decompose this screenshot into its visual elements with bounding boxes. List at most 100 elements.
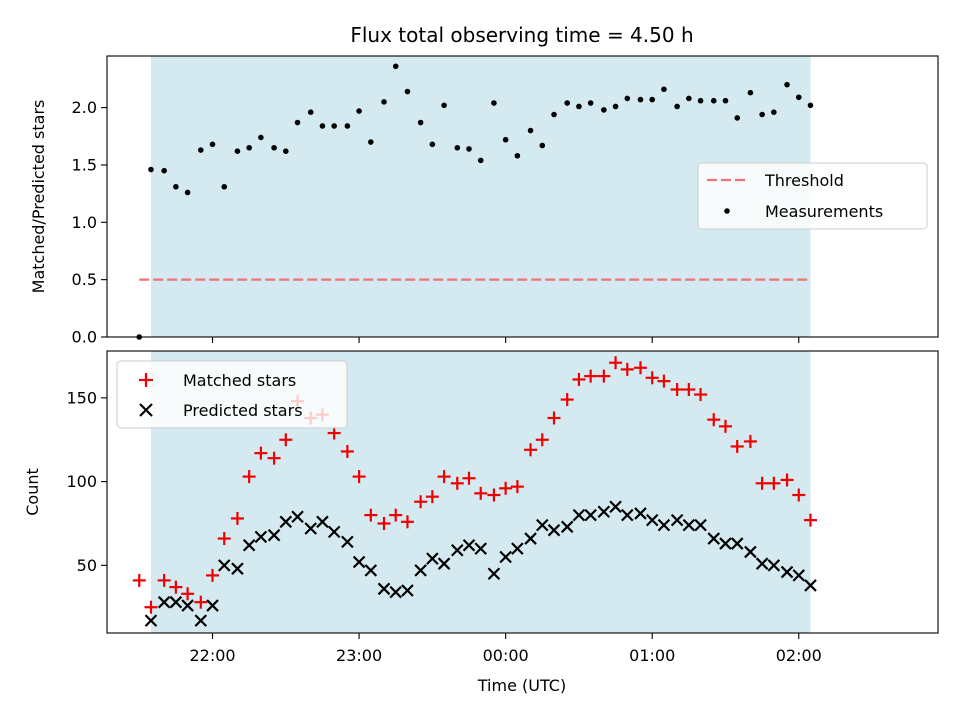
predicted-star-point bbox=[144, 614, 158, 627]
predicted-star-point bbox=[609, 500, 622, 514]
predicted-star-point bbox=[327, 525, 341, 539]
measurement-point bbox=[807, 102, 814, 109]
predicted-star-point bbox=[217, 559, 231, 572]
predicted-star-point bbox=[426, 552, 439, 565]
x-tick-label: 01:00 bbox=[629, 646, 675, 665]
bottom-y-axis-label: Count bbox=[23, 468, 42, 516]
predicted-star-point bbox=[621, 508, 634, 522]
predicted-star-point bbox=[462, 538, 476, 552]
matched-star-point bbox=[254, 446, 268, 460]
measurement-point bbox=[686, 95, 692, 102]
measurement-point bbox=[771, 109, 777, 115]
predicted-star-point bbox=[242, 538, 256, 552]
bottom-legend-frame bbox=[116, 360, 348, 429]
matched-star-point bbox=[230, 511, 244, 525]
measurement-point bbox=[587, 100, 594, 106]
y-tick-label: 0.5 bbox=[72, 270, 97, 289]
x-axis-label: Time (UTC) bbox=[477, 676, 566, 695]
matched-star-point bbox=[499, 481, 513, 495]
bottom-y-ticks: 50 100 150 bbox=[66, 388, 107, 575]
predicted-star-point bbox=[730, 537, 744, 550]
measurement-point bbox=[527, 127, 534, 134]
bottom-legend: Matched stars Predicted stars bbox=[116, 360, 348, 429]
matched-star-point bbox=[132, 573, 146, 587]
threshold-legend-label: Threshold bbox=[764, 171, 844, 190]
measurement-point bbox=[466, 146, 472, 152]
predicted-star-point bbox=[279, 515, 293, 529]
matched-star-point bbox=[597, 369, 611, 383]
measurement-point bbox=[576, 103, 582, 110]
y-tick-label: 100 bbox=[66, 472, 97, 491]
matched-star-point bbox=[364, 508, 378, 522]
predicted-star-point bbox=[645, 513, 659, 527]
predicted-star-point bbox=[499, 550, 512, 564]
matched-star-point bbox=[279, 433, 293, 447]
x-tick-label: 22:00 bbox=[189, 646, 235, 665]
measurement-point bbox=[612, 103, 619, 110]
matched-star-point bbox=[755, 476, 769, 490]
top-y-axis-label: Matched/Predicted stars bbox=[29, 100, 48, 294]
predicted-star-point bbox=[755, 557, 769, 570]
predicted-star-point bbox=[547, 523, 561, 537]
predicted-star-point bbox=[670, 513, 684, 527]
matched-legend-swatch bbox=[139, 373, 153, 387]
predicted-star-point bbox=[694, 518, 707, 532]
predicted-star-point bbox=[657, 518, 671, 532]
measurement-point bbox=[283, 148, 289, 154]
predicted-star-point bbox=[364, 564, 378, 577]
predicted-star-point bbox=[341, 535, 354, 549]
matched-star-point bbox=[730, 439, 744, 453]
measurement-point bbox=[258, 134, 264, 141]
predicted-star-point bbox=[767, 559, 781, 572]
matched-star-point bbox=[425, 490, 439, 504]
bottom-plot-frame bbox=[106, 350, 939, 634]
matched-star-point bbox=[620, 362, 634, 376]
y-tick-label: 150 bbox=[66, 388, 97, 407]
measurement-point bbox=[161, 167, 167, 174]
y-tick-label: 1.5 bbox=[72, 155, 97, 174]
bottom-panel: 50 100 150 22:00 23:00 00:00 01:00 02:00 Count… bbox=[23, 350, 939, 695]
predicted-star-point bbox=[206, 599, 219, 612]
predicted-star-point bbox=[304, 522, 317, 535]
matched-star-point bbox=[682, 383, 696, 397]
matched-star-point bbox=[242, 470, 256, 484]
measurement-point bbox=[734, 115, 741, 121]
x-tick-label: 02:00 bbox=[776, 646, 822, 665]
measurement-point bbox=[477, 157, 484, 164]
measurements-legend-swatch bbox=[724, 208, 730, 214]
measurement-point bbox=[246, 144, 252, 151]
y-tick-label: 2.0 bbox=[72, 98, 97, 117]
predicted-star-point bbox=[437, 557, 451, 570]
matched-star-point bbox=[694, 388, 708, 402]
measurement-point bbox=[319, 123, 326, 129]
matched-star-point bbox=[792, 488, 806, 502]
predicted-star-point bbox=[291, 510, 304, 524]
matched-star-point bbox=[487, 488, 501, 502]
predicted-star-point bbox=[377, 582, 391, 596]
predicted-star-point bbox=[389, 585, 403, 599]
predicted-star-point bbox=[231, 562, 244, 575]
matched-star-point bbox=[181, 587, 195, 601]
matched-star-point bbox=[633, 361, 647, 375]
measurement-point bbox=[404, 88, 411, 95]
top-x-ticks bbox=[211, 337, 800, 343]
matched-star-point bbox=[645, 371, 659, 385]
x-tick-label: 23:00 bbox=[336, 646, 382, 665]
count-points bbox=[132, 356, 817, 627]
measurements-legend-label: Measurements bbox=[765, 202, 883, 221]
matched-star-point bbox=[414, 495, 428, 509]
predicted-star-point bbox=[524, 532, 537, 545]
predicted-star-point bbox=[634, 507, 647, 520]
top-legend-frame bbox=[697, 162, 928, 230]
matched-star-point bbox=[560, 393, 574, 407]
measurement-point bbox=[491, 100, 497, 106]
predicted-star-point bbox=[157, 595, 171, 609]
matched-star-point bbox=[535, 433, 549, 447]
measurement-point bbox=[417, 119, 424, 126]
measurement-point bbox=[173, 183, 179, 190]
matched-star-point bbox=[707, 413, 721, 427]
matched-star-point bbox=[194, 595, 208, 609]
matched-star-point bbox=[340, 444, 354, 458]
predicted-star-point bbox=[169, 595, 183, 609]
matched-star-point bbox=[217, 532, 231, 546]
